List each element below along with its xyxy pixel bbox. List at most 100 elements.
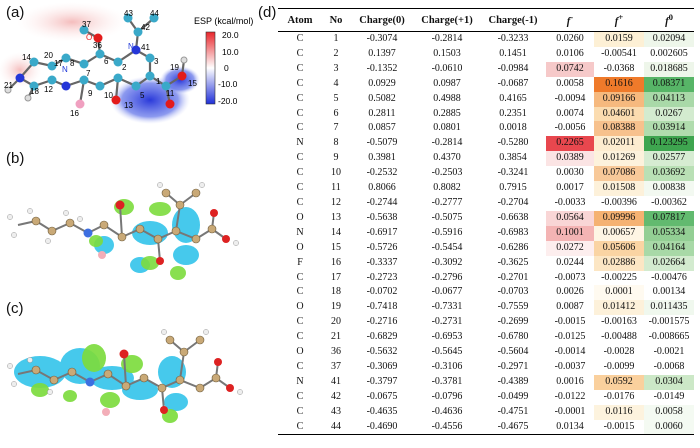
atom-cell: C	[296, 122, 304, 134]
nitrogen-atom	[85, 377, 95, 387]
col-header-f-minus: f-	[546, 9, 594, 32]
panel-label-b: (b)	[6, 150, 25, 167]
atom-label: 44	[150, 9, 159, 18]
charge-fukui-table-wrap: Atom No Charge(0) Charge(+1) Charge(-1) …	[278, 8, 694, 435]
f-zero-cell: 0.0304	[644, 374, 694, 390]
f-plus-cell: -0.0099	[594, 359, 644, 375]
atom-cell: O	[296, 211, 304, 223]
charge-minus-cell: -0.6638	[497, 211, 529, 223]
f-zero-cell: -0.0149	[644, 389, 694, 405]
atom-label: 20	[44, 51, 53, 60]
charge0-cell: 0.2811	[368, 107, 396, 119]
f-zero-cell: -0.001575	[644, 315, 694, 331]
f-minus-cell: -0.0037	[546, 359, 594, 375]
f-zero-cell: 0.018685	[644, 61, 694, 77]
nitrogen-atom	[83, 228, 93, 238]
charge-minus-cell: -0.3625	[497, 256, 529, 268]
f-plus-cell: -0.00488	[594, 330, 644, 346]
atom-cell: O	[296, 241, 304, 253]
no-cell: 12	[331, 196, 341, 208]
f-plus-cell: 0.00657	[594, 225, 644, 241]
table-row: C 4 0.0929 0.0987 -0.0687 0.0058 0.1616 0.08371	[278, 76, 694, 92]
f-minus-cell: 0.0026	[546, 285, 594, 301]
f-zero-cell: -0.00476	[644, 270, 694, 286]
oxygen-atom	[156, 257, 164, 265]
esp-colorbar	[205, 31, 216, 105]
charge-minus-cell: -0.4389	[497, 375, 529, 387]
no-cell: 1	[333, 33, 339, 44]
atom-label: 2	[122, 63, 127, 72]
charge-minus-cell: -0.0703	[497, 286, 529, 298]
f-minus-cell: -0.0125	[546, 330, 594, 346]
charge-plus-cell: -0.6953	[431, 331, 463, 343]
col-header-no: No	[329, 14, 343, 26]
charge0-cell: -0.2716	[366, 316, 398, 328]
no-cell: 41	[331, 375, 341, 387]
atom-label: 41	[141, 43, 150, 52]
f-plus-cell: -0.0176	[594, 389, 644, 405]
f-minus-cell: -0.0122	[546, 389, 594, 405]
f-plus-cell: 0.07086	[594, 166, 644, 182]
charge-plus-cell: 0.1503	[433, 47, 461, 59]
charge-plus-cell: -0.0677	[431, 286, 463, 298]
col-header-charge-plus: Charge(+1)	[421, 14, 473, 26]
f-minus-cell: 0.0244	[546, 255, 594, 271]
esp-tick: 0	[224, 63, 229, 73]
f-plus-cell: 0.02011	[594, 136, 644, 152]
atom-label: 14	[22, 53, 31, 62]
charge-plus-cell: -0.5454	[431, 241, 463, 253]
charge-fukui-table: Atom No Charge(0) Charge(+1) Charge(-1) …	[278, 8, 694, 435]
table-row: C 17 -0.2723 -0.2796 -0.2701 -0.0073 -0.00225-…	[278, 270, 694, 286]
table-row: C 20 -0.2716 -0.2731 -0.2699 -0.0015 -0.00163-…	[278, 315, 694, 331]
charge0-cell: 0.0929	[368, 77, 396, 89]
no-cell: 14	[331, 226, 341, 238]
atom-label: 10	[104, 91, 113, 100]
f-minus-cell: -0.0056	[546, 121, 594, 137]
table-row: O 15 -0.5726 -0.5454 -0.6286 0.0272 0.05606 0.0…	[278, 240, 694, 256]
atom-cell: C	[296, 77, 304, 89]
f-minus-cell: 0.0742	[546, 61, 594, 77]
f-zero-cell: 0.04113	[644, 91, 694, 107]
charge-plus-cell: -0.0796	[431, 390, 463, 402]
col-header-f-zero: f0	[644, 9, 694, 32]
f-plus-cell: 0.0116	[594, 404, 644, 420]
charge-minus-cell: -0.6286	[497, 241, 529, 253]
oxygen-atom	[222, 235, 230, 243]
col-header-atom: Atom	[287, 14, 313, 26]
f-plus-cell: 0.1616	[594, 76, 644, 92]
charge0-cell: -0.6829	[366, 331, 398, 343]
fukui-isosurface-c	[7, 329, 243, 423]
table-row: N 14 -0.6917 -0.5916 -0.6983 0.1001 0.00657 0.0…	[278, 225, 694, 241]
charge-minus-cell: -0.7559	[497, 301, 529, 313]
table-row: O 19 -0.7418 -0.7331 -0.7559 0.0087 0.01412 0.0…	[278, 300, 694, 316]
no-cell: 42	[331, 390, 341, 402]
charge-minus-cell: 0.7915	[499, 182, 527, 194]
panel-label-c: (c)	[6, 300, 24, 317]
charge0-cell: 0.1397	[368, 47, 396, 59]
charge-minus-cell: 0.4165	[499, 92, 527, 104]
atom-cell: C	[296, 33, 304, 44]
charge-minus-cell: -0.6983	[497, 226, 529, 238]
atom-label: O	[86, 33, 92, 42]
atom-cell: N	[296, 226, 304, 238]
charge0-cell: -0.3797	[366, 375, 398, 387]
col-header-charge0: Charge(0)	[359, 14, 405, 26]
no-cell: 5	[333, 92, 339, 104]
f-zero-cell: 0.0060	[644, 419, 694, 435]
table-row: C 7 0.0857 0.0801 0.0018 -0.0056 0.08388 0.0391…	[278, 121, 694, 137]
charge-plus-cell: -0.2796	[431, 271, 463, 283]
atom-label: 37	[82, 20, 91, 29]
atom-cell: C	[296, 390, 304, 402]
f-zero-cell: 0.011435	[644, 300, 694, 316]
charge-plus-cell: 0.2885	[433, 107, 461, 119]
atom-spheres	[31, 188, 217, 244]
atom-cell: F	[297, 256, 303, 268]
charge-plus-cell: -0.0610	[431, 62, 463, 74]
no-cell: 17	[331, 271, 341, 283]
no-cell: 36	[331, 346, 341, 358]
f-plus-cell: -0.0015	[594, 419, 644, 435]
no-cell: 13	[331, 211, 341, 223]
atom-cell: C	[296, 405, 304, 417]
atom-cell: O	[296, 346, 304, 358]
f-plus-cell: 0.0001	[594, 285, 644, 301]
